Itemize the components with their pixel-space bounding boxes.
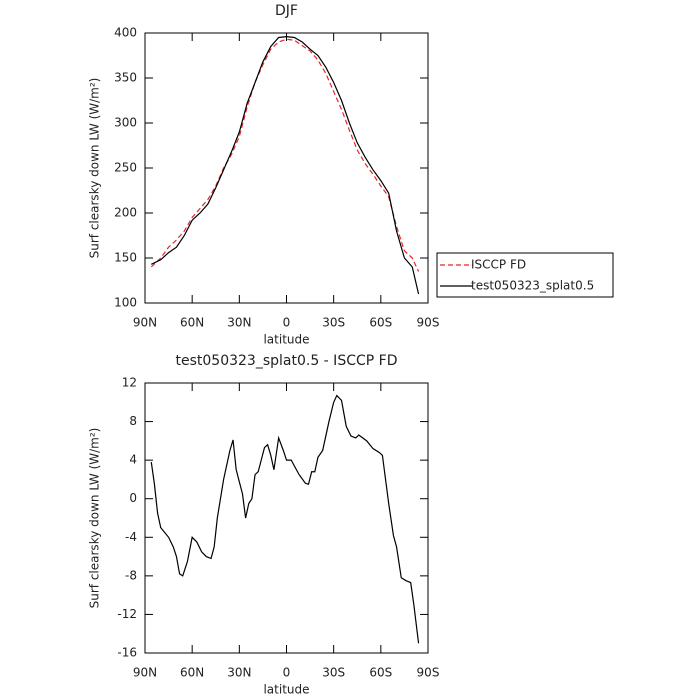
y-axis-label: Surf clearsky down LW (W/m²): [88, 428, 102, 609]
y-tick-label: 350: [114, 71, 137, 85]
y-tick-label: 100: [114, 296, 137, 310]
x-tick-label: 60N: [180, 666, 204, 680]
line-series: [150, 38, 420, 272]
x-tick-label: 30S: [322, 666, 345, 680]
chart-title: DJF: [275, 3, 298, 19]
x-tick-label: 90S: [417, 666, 440, 680]
x-tick-label: 60S: [369, 666, 392, 680]
y-tick-label: -8: [125, 568, 137, 582]
y-tick-label: 8: [129, 414, 137, 428]
y-tick-label: -4: [125, 530, 137, 544]
y-tick-label: 300: [114, 116, 137, 130]
x-tick-label: 30S: [322, 316, 345, 330]
x-axis-label: latitude: [263, 333, 309, 347]
legend-label: test050323_splat0.5: [471, 279, 594, 293]
y-axis-label: Surf clearsky down LW (W/m²): [88, 78, 102, 259]
legend-label: ISCCP FD: [471, 258, 526, 272]
x-tick-label: 30N: [227, 316, 251, 330]
y-tick-label: 150: [114, 251, 137, 265]
y-tick-label: -12: [117, 607, 137, 621]
y-tick-label: 200: [114, 206, 137, 220]
line-series: [151, 35, 420, 295]
plot-frame: [144, 32, 429, 304]
y-tick-label: -16: [117, 646, 137, 660]
x-axis-label: latitude: [263, 683, 309, 697]
x-tick-label: 30N: [227, 666, 251, 680]
x-tick-label: 90N: [133, 666, 157, 680]
chart-title: test050323_splat0.5 - ISCCP FD: [176, 353, 398, 369]
plot-frame: [144, 382, 429, 654]
x-tick-label: 60N: [180, 316, 204, 330]
y-tick-label: 250: [114, 161, 137, 175]
legend-box: [436, 252, 614, 298]
x-tick-label: 0: [283, 316, 291, 330]
y-tick-label: 400: [114, 26, 137, 40]
y-tick-label: 12: [122, 376, 137, 390]
line-series: [150, 394, 420, 644]
x-tick-label: 0: [283, 666, 291, 680]
x-tick-label: 90N: [133, 316, 157, 330]
x-tick-label: 60S: [369, 316, 392, 330]
y-tick-label: 4: [129, 453, 137, 467]
y-tick-label: 0: [129, 491, 137, 505]
x-tick-label: 90S: [417, 316, 440, 330]
